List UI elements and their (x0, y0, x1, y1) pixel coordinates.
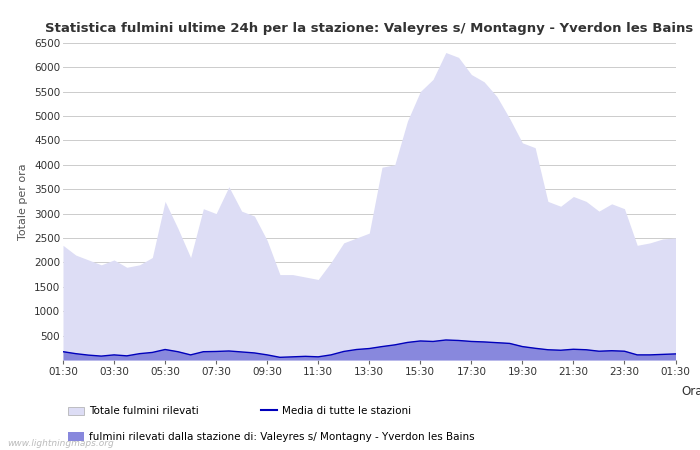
Legend: fulmini rilevati dalla stazione di: Valeyres s/ Montagny - Yverdon les Bains: fulmini rilevati dalla stazione di: Vale… (68, 432, 475, 442)
Text: www.lightningmaps.org: www.lightningmaps.org (7, 439, 113, 448)
Y-axis label: Totale per ora: Totale per ora (18, 163, 29, 240)
Text: Orario: Orario (681, 385, 700, 398)
Title: Statistica fulmini ultime 24h per la stazione: Valeyres s/ Montagny - Yverdon le: Statistica fulmini ultime 24h per la sta… (45, 22, 694, 35)
